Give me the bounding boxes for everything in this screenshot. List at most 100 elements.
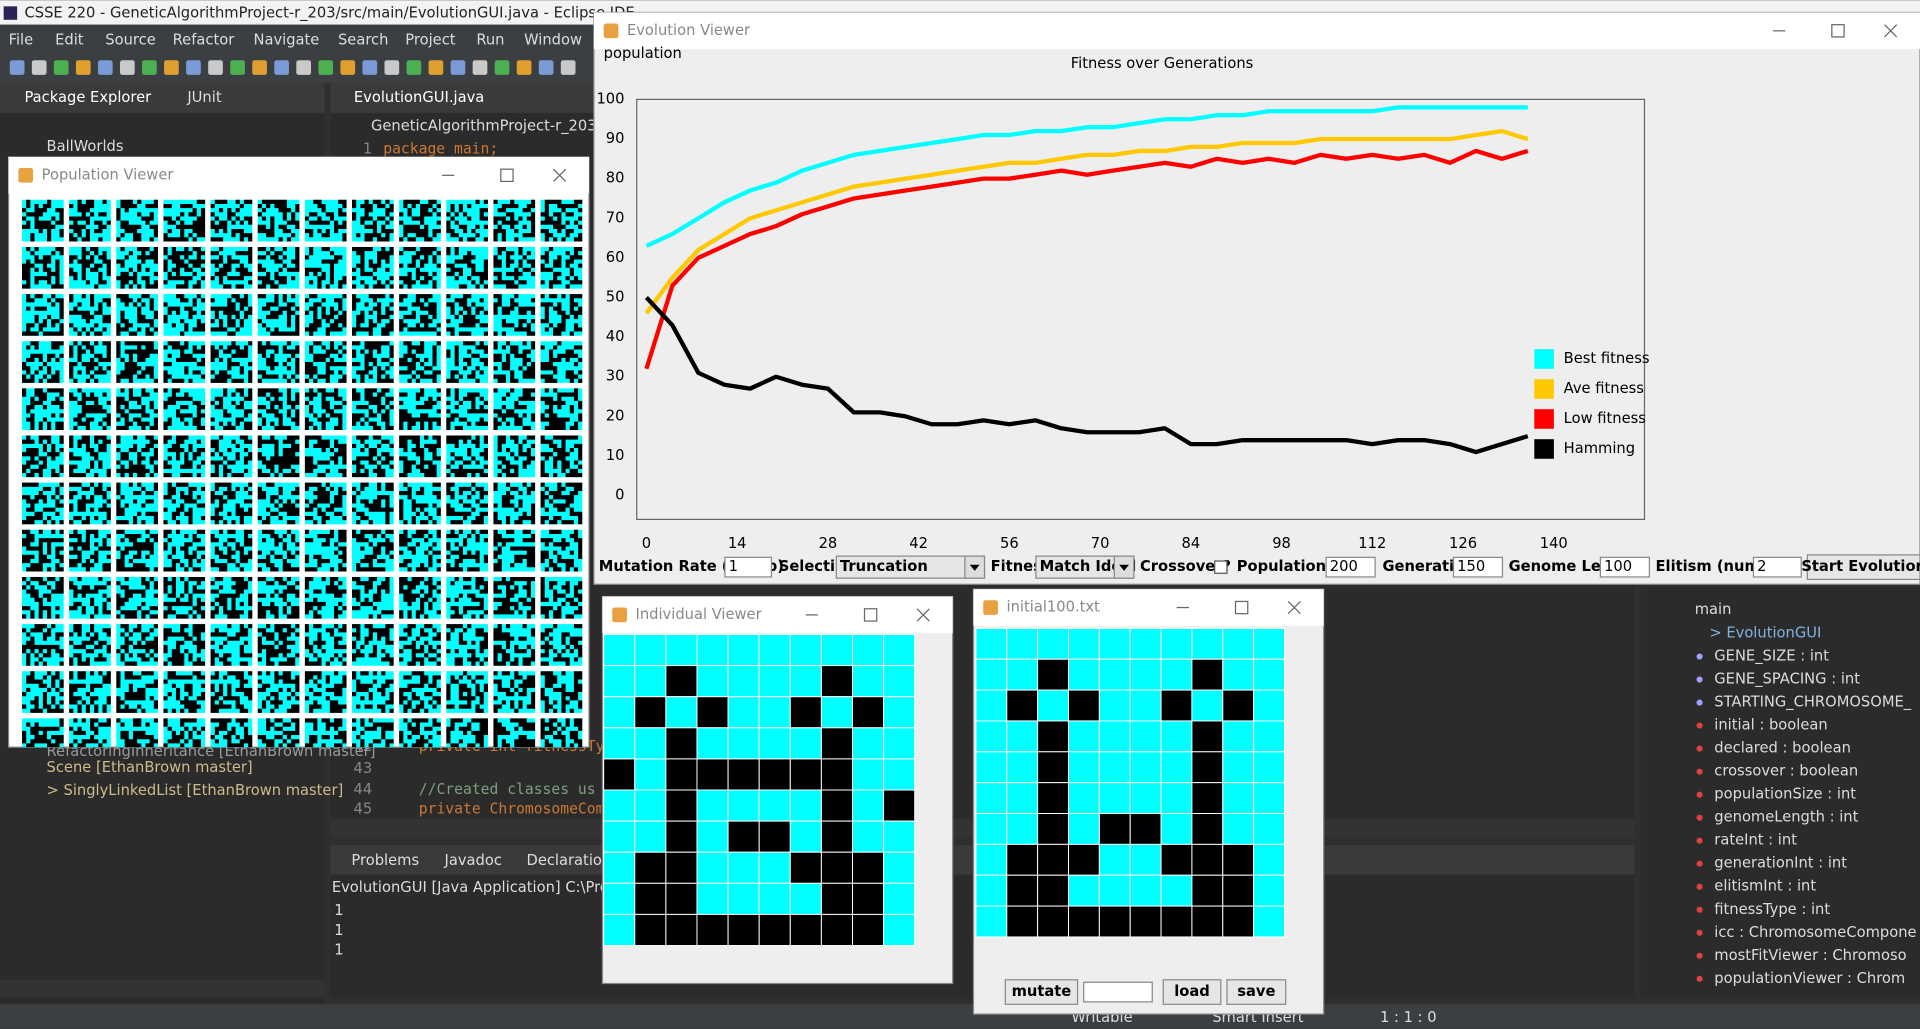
genome-cells (399, 576, 441, 619)
tab[interactable]: Problems (351, 852, 419, 869)
gene-cell (1067, 720, 1100, 753)
outline-item[interactable]: main (1695, 601, 1732, 618)
file-button[interactable]: load (1174, 983, 1210, 1000)
field-value[interactable]: 200 (1330, 558, 1358, 575)
close-button[interactable] (553, 168, 567, 182)
member-icon (1696, 745, 1703, 752)
close-button[interactable] (1884, 24, 1898, 38)
menu-item[interactable]: Navigate (253, 32, 319, 49)
outline-item[interactable]: populationSize : int (1714, 786, 1856, 803)
gene-cell (1222, 627, 1255, 660)
start-button[interactable]: Start Evolution (1801, 558, 1920, 575)
outline-item[interactable]: GENE_SPACING : int (1714, 671, 1860, 688)
outline-item[interactable]: initial : boolean (1714, 717, 1827, 734)
window-title-bar (973, 589, 1324, 626)
dropdown-value[interactable]: Match Ideal (1040, 558, 1137, 575)
field-value[interactable]: 2 (1757, 558, 1766, 575)
genome-cells (116, 388, 158, 431)
outline-item[interactable]: populationViewer : Chrom (1714, 970, 1905, 987)
close-button[interactable] (916, 608, 930, 622)
gene-cell (1037, 658, 1069, 691)
gene-cell (1129, 720, 1162, 753)
tree-item[interactable]: Scene [EthanBrown master] (47, 759, 253, 776)
genome-cells (69, 388, 111, 431)
field-value[interactable]: 150 (1457, 558, 1485, 575)
gene-cell (1006, 751, 1039, 784)
gene-cell (758, 851, 791, 884)
genome-cells (257, 624, 300, 666)
menu-item[interactable]: Run (476, 32, 504, 49)
outline-item[interactable]: crossover : boolean (1714, 763, 1858, 780)
genome-cells (540, 388, 583, 431)
menu-item[interactable]: File (9, 32, 34, 49)
menu-item[interactable]: Project (405, 32, 455, 49)
tree-item[interactable]: > SinglyLinkedList [EthanBrown master] (47, 782, 344, 799)
tab[interactable]: EvolutionGUI.java (354, 89, 484, 106)
outline-item[interactable]: fitnessType : int (1714, 901, 1830, 918)
toolbar-icon (164, 60, 179, 75)
gene-cell (1098, 874, 1131, 907)
gene-cell (634, 789, 667, 822)
field-value[interactable]: 100 (1604, 558, 1632, 575)
outline-item[interactable]: elitismInt : int (1714, 878, 1816, 895)
genome-cells (399, 246, 441, 289)
menu-item[interactable]: Source (105, 32, 155, 49)
member-icon (1696, 975, 1703, 982)
y-tick-label: 90 (606, 130, 625, 147)
outline-item[interactable]: declared : boolean (1714, 740, 1851, 757)
close-button[interactable] (1287, 601, 1301, 615)
menu-item[interactable]: Window (524, 32, 582, 49)
menu-item[interactable]: Refactor (173, 32, 236, 49)
gene-cell (727, 882, 760, 915)
gene-cell (1098, 843, 1131, 876)
tab[interactable]: JUnit (186, 89, 221, 106)
outline-item[interactable]: STARTING_CHROMOSOME_ (1714, 694, 1911, 711)
outline-item[interactable]: > EvolutionGUI (1709, 624, 1821, 641)
legend-swatch (1534, 379, 1554, 399)
toolbar-icon (450, 60, 466, 75)
dropdown-value[interactable]: Truncation (840, 558, 928, 575)
gene-cell (1253, 874, 1285, 907)
outline-item[interactable]: rateInt : int (1714, 832, 1797, 849)
outline-item[interactable]: GENE_SIZE : int (1714, 648, 1829, 665)
genome-cells (210, 388, 253, 431)
x-tick-label: 0 (642, 535, 651, 552)
gene-cell (883, 665, 916, 698)
tab[interactable]: Declaration (527, 852, 612, 869)
breadcrumb[interactable]: GeneticAlgorithmProject-r_203 (371, 117, 597, 134)
genome-cells (210, 482, 253, 525)
outline-item[interactable]: icc : ChromosomeCompone (1714, 924, 1916, 941)
gene-cell (665, 882, 698, 915)
genome-cells (399, 388, 441, 431)
file-button[interactable]: save (1237, 983, 1275, 1000)
gene-cell (1191, 905, 1224, 938)
genome-cells (446, 482, 488, 525)
gene-cell (852, 882, 885, 915)
genome-cells (22, 482, 64, 525)
gene-cell (1253, 720, 1285, 753)
legend-swatch (1534, 349, 1554, 369)
gene-cell (1067, 813, 1100, 845)
field-value[interactable]: 1 (729, 558, 738, 575)
control-label: Crossover? (1140, 558, 1231, 575)
file-button[interactable]: mutate (1012, 983, 1072, 1000)
gene-cell (665, 758, 698, 791)
outline-item[interactable]: mostFitViewer : Chromoso (1714, 947, 1906, 964)
genome-cells (163, 671, 206, 713)
outline-item[interactable]: generationInt : int (1714, 855, 1847, 872)
menu-item[interactable]: Search (338, 32, 388, 49)
tab[interactable]: Javadoc (443, 852, 501, 869)
gene-cell (758, 634, 791, 667)
gene-cell (852, 789, 885, 822)
genome-cells (210, 718, 253, 748)
gene-cell (820, 913, 853, 947)
menu-item[interactable]: Edit (55, 32, 84, 49)
series-line (644, 148, 1529, 370)
tree-item[interactable]: BallWorlds (47, 138, 124, 155)
gene-cell (696, 758, 729, 791)
gene-cell (820, 789, 853, 822)
tab[interactable]: Package Explorer (24, 89, 152, 106)
gene-cell (1191, 813, 1224, 845)
gene-cell (975, 813, 1008, 845)
outline-item[interactable]: genomeLength : int (1714, 809, 1858, 826)
